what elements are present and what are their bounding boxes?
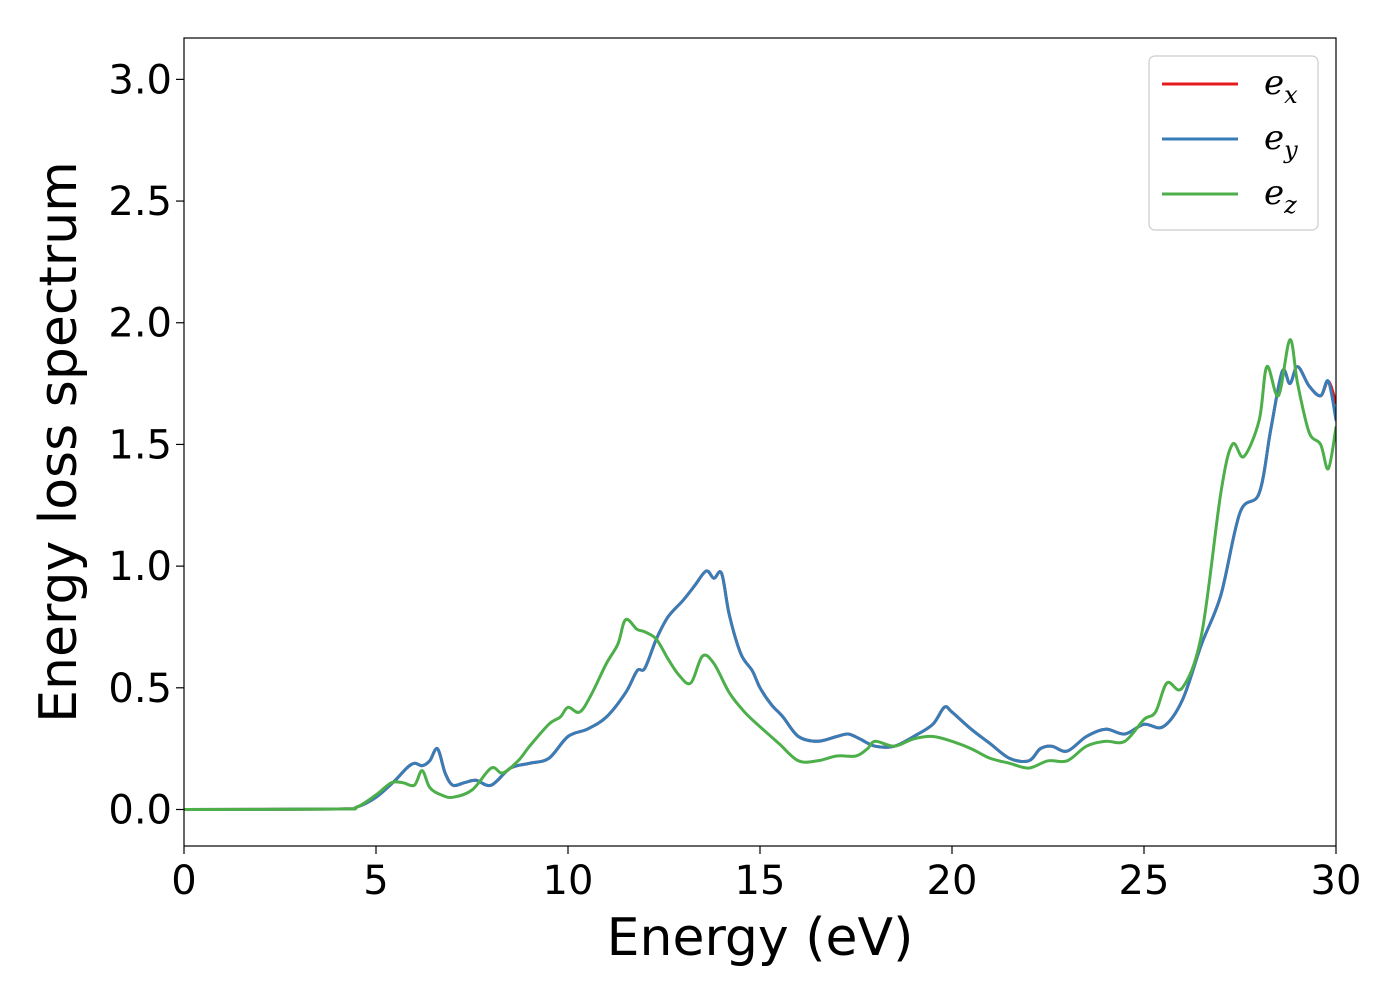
legend-label-y: ey [1264, 118, 1298, 164]
y-axis-title: Energy loss spectrum [29, 161, 89, 723]
y-tick-label: 0.0 [108, 787, 172, 833]
x-axis-title: Energy (eV) [607, 908, 914, 968]
x-tick-label: 0 [171, 858, 196, 904]
y-axis-ticks: 0.0 0.5 1.0 1.5 2.0 2.5 3.0 [108, 57, 184, 833]
series-line-y [184, 365, 1336, 811]
legend-label-x: ex [1264, 63, 1298, 109]
legend-label-z: ez [1264, 173, 1297, 219]
y-tick-label: 2.5 [108, 179, 172, 225]
y-tick-label: 3.0 [108, 57, 172, 103]
y-tick-label: 0.5 [108, 666, 172, 712]
plot-frame [183, 37, 1337, 847]
y-tick-label: 1.0 [108, 544, 172, 590]
y-tick-label: 1.5 [108, 422, 172, 468]
x-tick-label: 30 [1311, 858, 1362, 904]
x-tick-label: 15 [735, 858, 786, 904]
x-tick-label: 25 [1119, 858, 1170, 904]
series-layer [184, 338, 1336, 811]
x-axis-ticks: 0 5 10 15 20 25 30 [171, 846, 1361, 904]
x-tick-label: 10 [543, 858, 594, 904]
series-line-z [184, 338, 1336, 811]
y-tick-label: 2.0 [108, 301, 172, 347]
x-tick-label: 5 [363, 858, 388, 904]
legend: ex ey ez [1148, 55, 1319, 231]
legend-box [1148, 55, 1319, 231]
x-tick-label: 20 [927, 858, 978, 904]
